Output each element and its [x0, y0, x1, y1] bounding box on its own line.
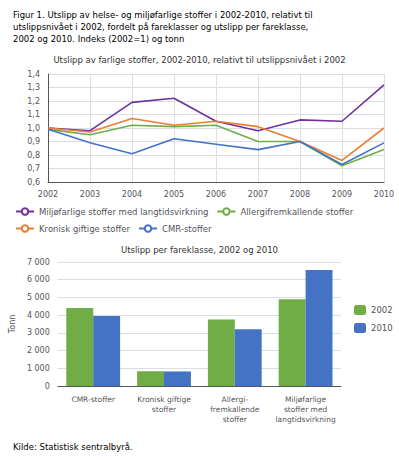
svg-text:Allergifremkallende stoffer: Allergifremkallende stoffer: [240, 207, 353, 217]
svg-text:2 000: 2 000: [27, 346, 50, 355]
svg-text:1,0: 1,0: [27, 124, 40, 133]
svg-text:2008: 2008: [290, 190, 310, 199]
svg-text:2010: 2010: [371, 323, 393, 333]
svg-text:0,8: 0,8: [27, 151, 40, 160]
svg-text:1,4: 1,4: [27, 70, 40, 79]
svg-text:stoffer: stoffer: [152, 405, 177, 414]
svg-text:stoffer med: stoffer med: [284, 405, 328, 414]
svg-text:1,1: 1,1: [27, 110, 40, 119]
svg-text:Kilde: Statistisk sentralbyrå.: Kilde: Statistisk sentralbyrå.: [13, 442, 133, 452]
svg-text:0: 0: [45, 382, 50, 391]
svg-text:2006: 2006: [206, 190, 226, 199]
svg-text:1,3: 1,3: [27, 83, 40, 92]
svg-text:5 000: 5 000: [27, 293, 50, 302]
svg-text:4 000: 4 000: [27, 311, 50, 320]
svg-text:2002: 2002: [38, 190, 58, 199]
svg-text:CMR-stoffer: CMR-stoffer: [71, 395, 116, 404]
svg-text:CMR-stoffer: CMR-stoffer: [162, 224, 212, 234]
svg-text:Miljøfarlige: Miljøfarlige: [285, 395, 327, 404]
svg-text:6 000: 6 000: [27, 275, 50, 284]
svg-text:1 000: 1 000: [27, 364, 50, 373]
svg-text:2005: 2005: [164, 190, 184, 199]
svg-text:langtidsvirkning: langtidsvirkning: [276, 415, 336, 424]
svg-text:Figur 1. Utslipp av helse- og: Figur 1. Utslipp av helse- og miljøfarli…: [13, 10, 313, 20]
svg-text:Allergi-: Allergi-: [222, 395, 249, 404]
svg-text:Kronisk giftige: Kronisk giftige: [137, 395, 191, 404]
svg-text:3 000: 3 000: [27, 328, 50, 337]
svg-text:2004: 2004: [122, 190, 142, 199]
svg-text:0,7: 0,7: [27, 164, 40, 173]
svg-text:1,2: 1,2: [27, 97, 40, 106]
svg-text:0,9: 0,9: [27, 137, 40, 146]
svg-text:2010: 2010: [374, 190, 394, 199]
svg-text:Tonn: Tonn: [8, 315, 17, 335]
svg-text:Miljøfarlige stoffer med langt: Miljøfarlige stoffer med langtidsvirknin…: [39, 207, 208, 217]
svg-text:Kronisk giftige stoffer: Kronisk giftige stoffer: [39, 224, 131, 234]
svg-text:stoffer: stoffer: [223, 415, 248, 424]
svg-text:0,6: 0,6: [27, 178, 40, 187]
svg-text:2009: 2009: [332, 190, 352, 199]
svg-text:2002: 2002: [371, 305, 393, 315]
svg-text:Utslipp per fareklasse, 2002 o: Utslipp per fareklasse, 2002 og 2010: [121, 245, 278, 255]
svg-text:2003: 2003: [80, 190, 100, 199]
svg-text:Utslipp av farlige stoffer, 20: Utslipp av farlige stoffer, 2002-2010, r…: [53, 55, 345, 65]
svg-text:fremkallende: fremkallende: [210, 405, 260, 414]
svg-text:2002 og 2010. Indeks (2002=1): 2002 og 2010. Indeks (2002=1) og tonn: [13, 34, 184, 44]
svg-text:2007: 2007: [248, 190, 268, 199]
svg-text:utslippsnivået i 2002, fordelt: utslippsnivået i 2002, fordelt på farekl…: [13, 22, 308, 32]
svg-text:7 000: 7 000: [27, 258, 50, 267]
